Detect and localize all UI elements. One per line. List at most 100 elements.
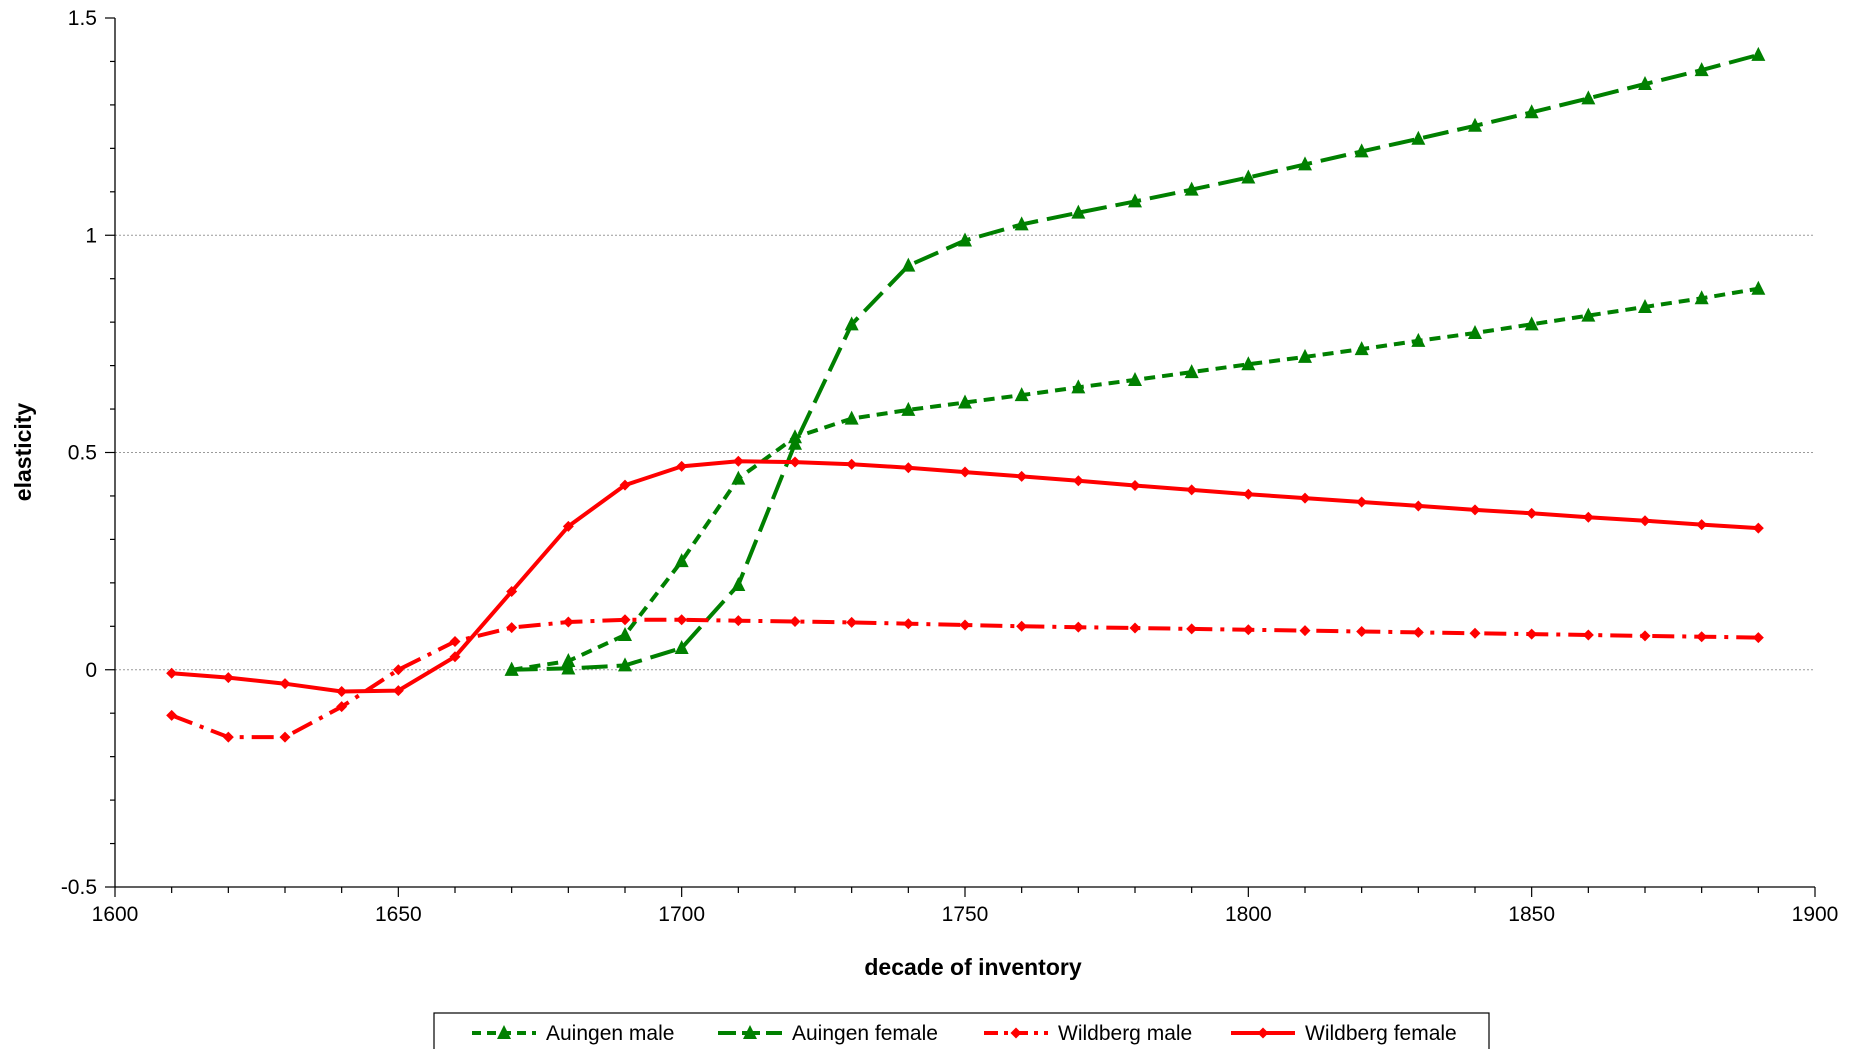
x-tick-label: 1850: [1508, 903, 1555, 926]
data-point: [336, 685, 348, 697]
data-point: [619, 479, 631, 491]
data-point: [449, 636, 461, 648]
data-point: [1242, 624, 1254, 636]
x-tick-label: 1600: [92, 903, 139, 926]
data-point: [222, 672, 234, 684]
data-point: [1752, 632, 1764, 644]
data-point: [1299, 492, 1311, 504]
data-point: [166, 709, 178, 721]
data-point: [392, 685, 404, 697]
data-point: [1356, 496, 1368, 508]
data-point: [222, 731, 234, 743]
data-point: [562, 616, 574, 628]
data-point: [902, 462, 914, 474]
legend: Auingen male Auingen female Wildberg male W…: [433, 1012, 1490, 1049]
data-point: [561, 653, 576, 668]
legend-item: Auingen male: [472, 1022, 674, 1045]
x-tick-label: 1800: [1225, 903, 1272, 926]
series-auingen-male: [504, 280, 1766, 676]
y-tick-label: 1.5: [68, 7, 97, 30]
series-layer: [166, 46, 1766, 743]
x-axis-title: decade of inventory: [864, 954, 1081, 980]
data-point: [1016, 470, 1028, 482]
legend-swatch-marker: [1257, 1027, 1269, 1039]
data-point: [676, 460, 688, 472]
data-point: [902, 618, 914, 630]
data-point: [1581, 90, 1596, 105]
legend-item: Wildberg male: [984, 1022, 1192, 1045]
legend-swatch-marker: [743, 1025, 757, 1039]
data-point: [1298, 348, 1312, 363]
data-point: [392, 664, 404, 676]
data-point: [1072, 475, 1084, 487]
data-point: [506, 622, 518, 634]
data-point: [1128, 371, 1142, 386]
data-point: [1581, 307, 1596, 322]
data-point: [1526, 507, 1538, 519]
data-point: [279, 731, 291, 743]
legend-label: Auingen female: [792, 1022, 938, 1045]
data-point: [1638, 76, 1652, 91]
data-point: [1411, 332, 1426, 347]
data-point: [959, 466, 971, 478]
y-tick-label: -0.5: [61, 876, 97, 899]
data-point: [1639, 515, 1651, 527]
data-point: [846, 458, 858, 470]
data-point: [618, 657, 632, 672]
data-point: [789, 456, 801, 468]
data-point: [731, 470, 746, 485]
series-wildberg-female: [166, 455, 1764, 697]
series-line: [170, 617, 1759, 740]
y-axis-ticks: -0.5 0 0.5 1 1.5: [61, 7, 115, 899]
data-point: [1696, 519, 1708, 531]
data-point: [1694, 290, 1709, 305]
x-tick-label: 1750: [942, 903, 989, 926]
data-point: [732, 615, 744, 627]
data-point: [674, 640, 689, 655]
legend-box: [433, 1012, 1490, 1049]
data-point: [901, 401, 916, 416]
data-point: [731, 577, 746, 592]
data-point: [844, 410, 859, 425]
data-point: [1129, 622, 1141, 634]
x-axis-ticks: 1600 1650 1700 1750 1800 1850 1900: [92, 887, 1838, 926]
data-point: [1468, 325, 1482, 340]
data-point: [1016, 620, 1028, 632]
data-point: [1524, 104, 1539, 119]
data-point: [844, 316, 859, 331]
data-point: [166, 667, 178, 679]
data-point: [846, 616, 858, 628]
data-point: [1242, 488, 1254, 500]
legend-item: Wildberg female: [1231, 1022, 1457, 1045]
data-point: [1299, 625, 1311, 637]
legend-label: Wildberg male: [1058, 1022, 1192, 1045]
series-line: [511, 286, 1759, 672]
series-wildberg-male: [166, 614, 1764, 743]
data-point: [619, 614, 631, 626]
data-point: [1696, 631, 1708, 643]
data-point: [1751, 46, 1766, 61]
y-tick-label: 0: [85, 659, 97, 682]
data-point: [676, 614, 688, 626]
data-point: [1071, 204, 1086, 219]
legend-swatch-marker: [497, 1025, 511, 1039]
series-line: [171, 459, 1759, 694]
data-point: [1469, 504, 1481, 516]
data-point: [1752, 522, 1764, 534]
legend-swatch-marker: [1010, 1027, 1022, 1039]
data-point: [789, 616, 801, 628]
data-point: [1524, 316, 1539, 331]
y-tick-label: 0.5: [68, 442, 97, 465]
data-point: [1014, 387, 1029, 402]
data-point: [1186, 484, 1198, 496]
data-point: [1639, 630, 1651, 642]
data-point: [1354, 143, 1369, 158]
data-point: [1186, 623, 1198, 635]
data-point: [732, 455, 744, 467]
data-point: [1751, 280, 1766, 295]
data-point: [674, 553, 689, 568]
data-point: [1694, 62, 1709, 77]
data-point: [506, 586, 518, 598]
series-auingen-female: [504, 46, 1766, 676]
